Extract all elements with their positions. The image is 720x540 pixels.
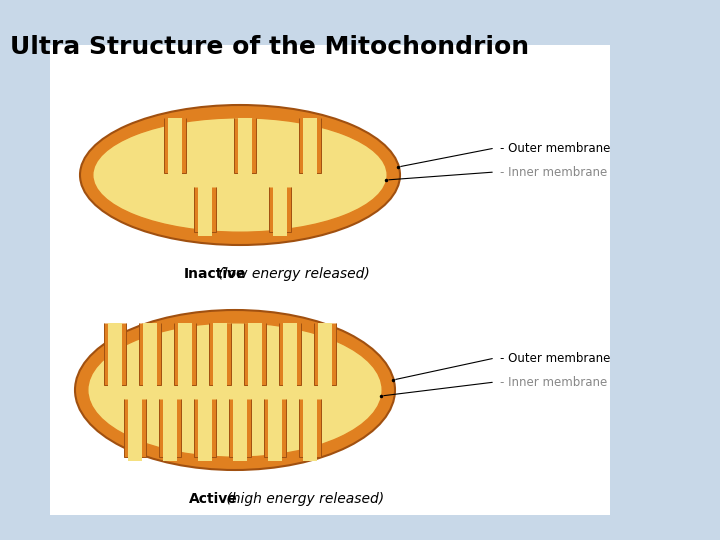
Polygon shape xyxy=(194,187,216,232)
Text: - Outer membrane: - Outer membrane xyxy=(500,141,611,154)
Polygon shape xyxy=(168,118,182,177)
Polygon shape xyxy=(248,323,262,389)
Polygon shape xyxy=(229,399,251,457)
Polygon shape xyxy=(209,323,231,385)
Polygon shape xyxy=(244,323,266,385)
Ellipse shape xyxy=(75,310,395,470)
Polygon shape xyxy=(124,399,146,457)
Text: Active: Active xyxy=(189,492,238,506)
Polygon shape xyxy=(198,399,212,461)
Polygon shape xyxy=(194,399,216,457)
Polygon shape xyxy=(164,118,186,173)
Text: (low energy released): (low energy released) xyxy=(214,267,370,281)
FancyBboxPatch shape xyxy=(50,45,610,515)
Polygon shape xyxy=(139,323,161,385)
Polygon shape xyxy=(269,187,291,232)
Polygon shape xyxy=(234,118,256,173)
Text: (high energy released): (high energy released) xyxy=(222,492,384,506)
Polygon shape xyxy=(108,323,122,389)
Polygon shape xyxy=(178,323,192,389)
Polygon shape xyxy=(279,323,301,385)
Text: Inactive: Inactive xyxy=(184,267,246,281)
Polygon shape xyxy=(299,399,321,457)
Polygon shape xyxy=(318,323,332,389)
Polygon shape xyxy=(268,399,282,461)
Ellipse shape xyxy=(80,105,400,245)
Polygon shape xyxy=(174,323,196,385)
Polygon shape xyxy=(299,118,321,173)
Polygon shape xyxy=(233,399,247,461)
Text: - Inner membrane: - Inner membrane xyxy=(500,165,607,179)
Polygon shape xyxy=(143,323,157,389)
Polygon shape xyxy=(283,323,297,389)
Polygon shape xyxy=(273,187,287,236)
Polygon shape xyxy=(314,323,336,385)
Polygon shape xyxy=(303,118,317,177)
Text: Ultra Structure of the Mitochondrion: Ultra Structure of the Mitochondrion xyxy=(10,35,529,59)
Polygon shape xyxy=(163,399,177,461)
Polygon shape xyxy=(264,399,286,457)
Text: - Inner membrane: - Inner membrane xyxy=(500,375,607,388)
Polygon shape xyxy=(213,323,227,389)
Polygon shape xyxy=(238,118,252,177)
Polygon shape xyxy=(128,399,142,461)
Ellipse shape xyxy=(93,118,387,232)
Polygon shape xyxy=(198,187,212,236)
Text: - Outer membrane: - Outer membrane xyxy=(500,352,611,365)
Polygon shape xyxy=(104,323,126,385)
Polygon shape xyxy=(303,399,317,461)
Ellipse shape xyxy=(88,323,382,457)
Polygon shape xyxy=(159,399,181,457)
